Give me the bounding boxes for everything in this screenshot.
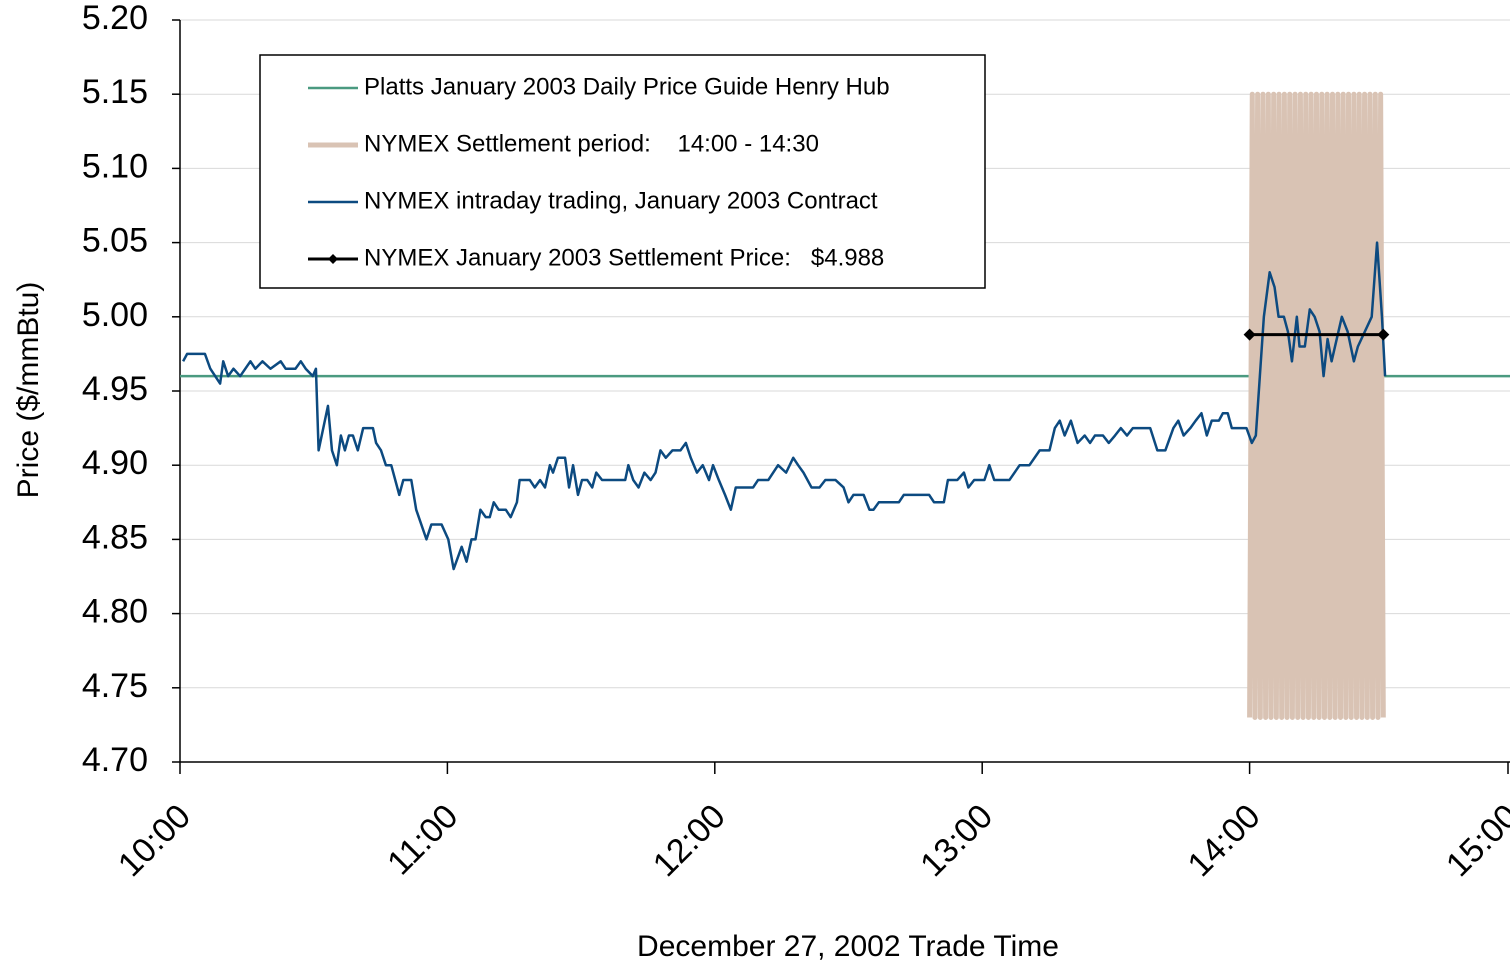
y-tick-label: 4.80 — [82, 593, 148, 631]
x-axis-title: December 27, 2002 Trade Time — [637, 930, 1059, 963]
legend-label: Platts January 2003 Daily Price Guide He… — [364, 73, 890, 100]
legend-box — [259, 54, 986, 289]
legend-label: NYMEX Settlement period: 14:00 - 14:30 — [364, 130, 819, 157]
y-tick-label: 4.90 — [82, 444, 148, 482]
y-tick-label: 4.95 — [82, 370, 148, 408]
series-marker — [1243, 328, 1256, 341]
legend-label: NYMEX intraday trading, January 2003 Con… — [364, 187, 878, 214]
y-tick-label: 5.20 — [82, 0, 148, 37]
legend-label: NYMEX January 2003 Settlement Price: $4.… — [364, 244, 884, 271]
y-tick-label: 5.00 — [82, 296, 148, 334]
legend-marker — [328, 254, 338, 264]
series-line — [1247, 91, 1386, 720]
x-tick-label: 11:00 — [380, 797, 465, 882]
series-marker — [1377, 328, 1390, 341]
series-line — [182, 241, 1387, 571]
y-tick-label: 4.70 — [82, 741, 148, 779]
x-tick-label: 14:00 — [1181, 797, 1268, 884]
x-tick-label: 10:00 — [111, 797, 198, 884]
y-tick-label: 4.75 — [82, 667, 148, 705]
y-tick-label: 5.15 — [82, 73, 148, 111]
y-tick-label: 5.10 — [82, 147, 148, 185]
y-axis-title: Price ($/mmBtu) — [12, 282, 45, 499]
x-tick-label: 15:00 — [1439, 797, 1510, 884]
y-tick-label: 4.85 — [82, 518, 148, 556]
x-tick-label: 13:00 — [913, 797, 1000, 884]
y-tick-label: 5.05 — [82, 222, 148, 260]
x-tick-label: 12:00 — [646, 797, 733, 884]
